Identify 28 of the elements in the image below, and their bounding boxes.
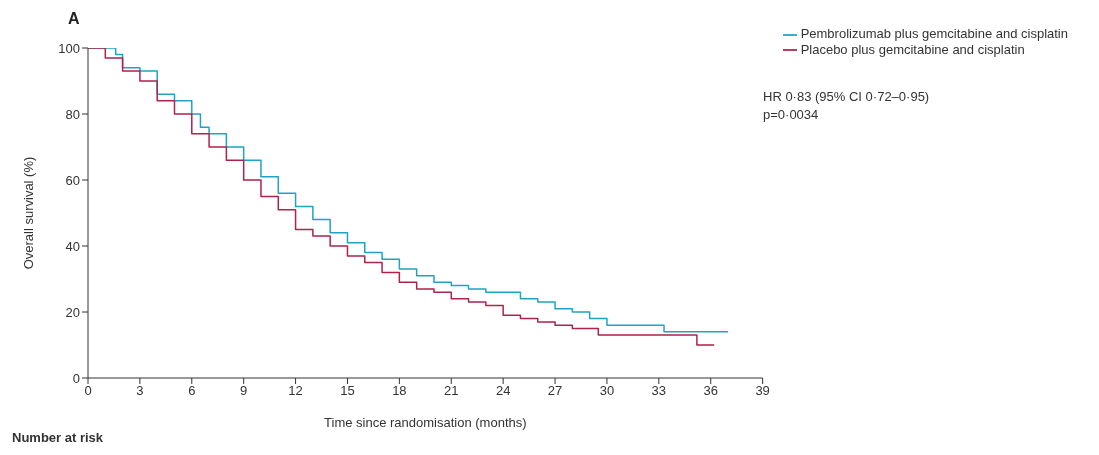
y-tick-label: 60: [65, 172, 80, 188]
x-tick-label: 12: [288, 383, 303, 399]
x-tick-label: 0: [84, 383, 92, 399]
text: Number at risk: [12, 430, 104, 445]
x-tick-label: 33: [651, 383, 667, 399]
x-tick-label: 30: [599, 383, 615, 399]
x-tick-label: 18: [392, 383, 407, 399]
y-tick-label: 0: [72, 370, 80, 386]
x-tick-label: 6: [188, 383, 196, 399]
legend-label: Pembrolizumab plus gemcitabine and cisplatin: [800, 26, 1068, 41]
x-tick-label: 27: [547, 383, 563, 399]
y-tick-label: 40: [65, 238, 80, 254]
x-tick-label: 24: [495, 383, 511, 399]
x-tick-label: 36: [703, 383, 718, 399]
y-axis-title: Overall survival (%): [20, 156, 36, 270]
x-tick-label: 9: [240, 383, 248, 399]
text: p=0·0034: [763, 106, 820, 124]
x-axis-title: Time since randomisation (months): [324, 415, 527, 431]
x-tick-label: 21: [444, 383, 459, 399]
text: HR 0·83 (95% CI 0·72–0·95): [763, 88, 930, 106]
chart-title: A: [68, 10, 80, 28]
x-tick-label: 3: [136, 383, 144, 399]
y-tick-label: 100: [58, 40, 80, 56]
y-tick-label: 80: [65, 106, 80, 122]
x-tick-label: 39: [755, 383, 770, 399]
legend-label: Placebo plus gemcitabine and cisplatin: [800, 41, 1025, 57]
x-tick-label: 15: [340, 383, 355, 399]
y-tick-label: 20: [65, 304, 80, 320]
